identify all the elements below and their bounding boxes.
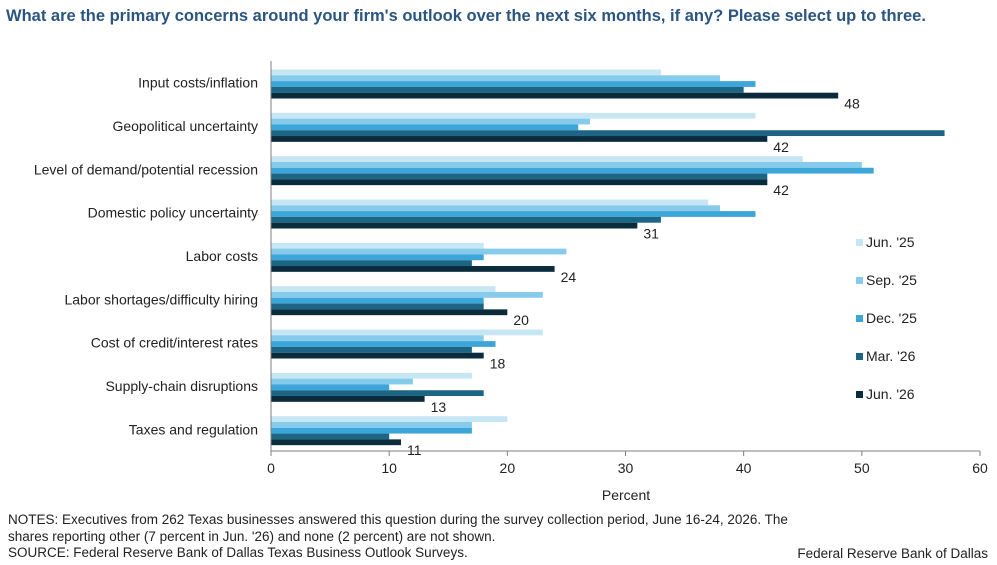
bar xyxy=(271,173,768,180)
bar xyxy=(271,260,472,267)
bar xyxy=(271,92,839,99)
bar xyxy=(271,161,862,168)
category-label: Taxes and regulation xyxy=(129,421,258,437)
bar xyxy=(271,156,803,162)
x-tick-label: 40 xyxy=(736,460,752,476)
bar-chart: Input costs/inflation Geopolitical uncert… xyxy=(34,61,988,503)
legend-swatch xyxy=(856,315,863,322)
legend: Jun. '25 Sep. '25 Dec. '25 Mar. '26 Jun. '26 xyxy=(856,234,917,402)
x-tick-label: 20 xyxy=(500,460,516,476)
bar xyxy=(271,179,768,186)
bar xyxy=(271,346,472,353)
category-label: Input costs/inflation xyxy=(138,75,258,91)
bar xyxy=(271,81,756,87)
bar xyxy=(271,378,413,385)
bar xyxy=(271,297,484,304)
x-tick-label: 30 xyxy=(618,460,634,476)
x-axis: 0 10 20 30 40 50 60 xyxy=(267,61,988,476)
bar xyxy=(271,329,543,336)
bar xyxy=(271,254,484,261)
bar xyxy=(271,211,756,217)
bar xyxy=(271,266,555,272)
x-tick-label: 60 xyxy=(972,460,988,476)
bar xyxy=(271,199,709,206)
category-label: Level of demand/potential recession xyxy=(34,161,258,177)
bar xyxy=(271,439,401,446)
x-axis-title: Percent xyxy=(602,487,650,503)
bar xyxy=(271,286,496,292)
notes: NOTES: Executives from 262 Texas busines… xyxy=(8,512,948,562)
legend-swatch xyxy=(856,239,863,246)
bar xyxy=(271,130,945,137)
x-tick-label: 10 xyxy=(381,460,397,476)
bar xyxy=(271,352,484,359)
bar xyxy=(271,205,721,212)
data-label: 48 xyxy=(844,96,860,112)
bar xyxy=(271,291,543,298)
data-label: 20 xyxy=(513,312,529,328)
bar xyxy=(271,372,472,379)
data-label: 42 xyxy=(773,139,789,155)
data-label: 13 xyxy=(431,399,447,415)
bar xyxy=(271,335,484,342)
legend-label: Jun. '26 xyxy=(866,386,915,402)
legend-label: Mar. '26 xyxy=(866,348,916,364)
category-labels: Input costs/inflation Geopolitical uncert… xyxy=(34,75,258,438)
bar xyxy=(271,248,567,255)
data-label: 11 xyxy=(407,442,422,458)
category-label: Domestic policy uncertainty xyxy=(88,205,258,221)
data-label: 24 xyxy=(561,269,577,285)
category-label: Supply-chain disruptions xyxy=(105,378,258,394)
bar xyxy=(271,427,472,434)
category-label: Geopolitical uncertainty xyxy=(112,118,258,134)
legend-swatch xyxy=(856,353,863,360)
category-label: Cost of credit/interest rates xyxy=(91,335,258,351)
bar xyxy=(271,433,390,440)
bar xyxy=(271,112,756,119)
bar xyxy=(271,303,484,310)
legend-label: Sep. '25 xyxy=(866,272,917,288)
bar xyxy=(271,124,579,131)
notes-line-1: NOTES: Executives from 262 Texas busines… xyxy=(8,512,788,527)
legend-swatch xyxy=(856,391,863,398)
bar xyxy=(271,341,496,347)
bar xyxy=(271,86,744,93)
category-label: Labor shortages/difficulty hiring xyxy=(64,291,258,307)
bar xyxy=(271,69,661,76)
data-labels: 48 42 42 31 24 20 18 13 11 xyxy=(407,96,860,459)
bar xyxy=(271,118,591,125)
bar xyxy=(271,216,661,223)
bar xyxy=(271,396,425,402)
x-tick-label: 50 xyxy=(854,460,870,476)
bar xyxy=(271,242,484,249)
data-label: 42 xyxy=(773,182,789,198)
bar xyxy=(271,167,874,174)
source-line: SOURCE: Federal Reserve Bank of Dallas T… xyxy=(8,545,468,560)
bar xyxy=(271,390,484,397)
bar xyxy=(271,309,508,316)
legend-label: Jun. '25 xyxy=(866,234,915,250)
chart-title: What are the primary concerns around you… xyxy=(6,7,926,25)
bar xyxy=(271,416,508,422)
bar xyxy=(271,222,638,229)
bars-group xyxy=(271,69,945,446)
data-label: 18 xyxy=(490,356,506,372)
notes-line-2: shares reporting other (7 percent in Jun… xyxy=(8,528,496,544)
legend-swatch xyxy=(856,277,863,284)
bar xyxy=(271,136,768,142)
legend-label: Dec. '25 xyxy=(866,310,917,326)
bar xyxy=(271,384,390,391)
credit: Federal Reserve Bank of Dallas xyxy=(797,546,988,561)
bar xyxy=(271,75,721,82)
category-label: Labor costs xyxy=(186,248,258,264)
data-label: 31 xyxy=(643,226,659,242)
bar xyxy=(271,421,472,428)
x-tick-label: 0 xyxy=(267,460,275,476)
